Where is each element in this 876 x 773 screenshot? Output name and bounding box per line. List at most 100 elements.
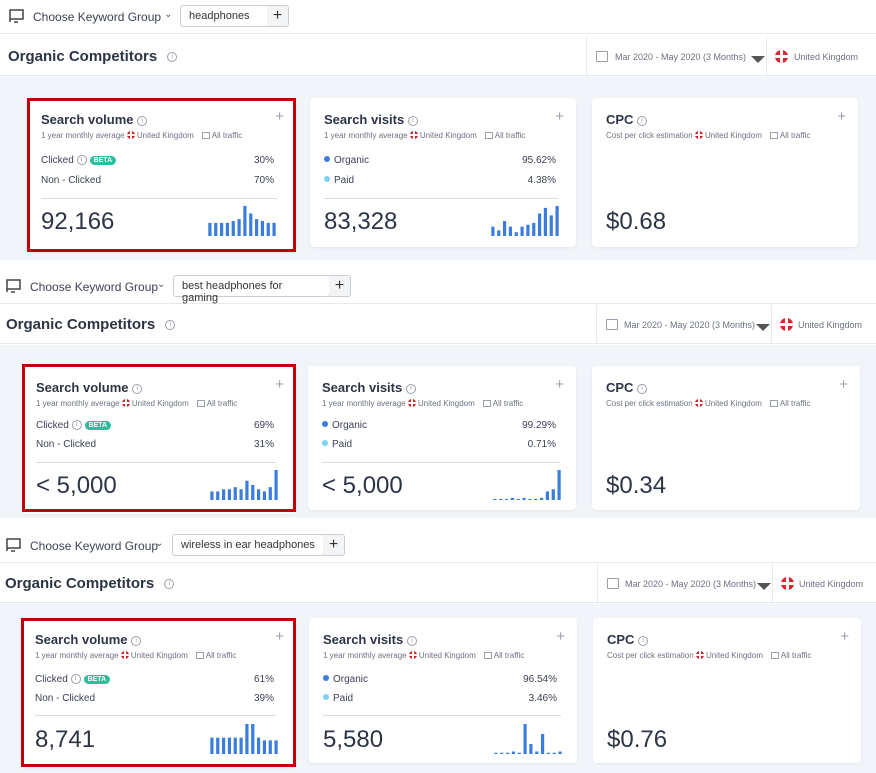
sparkline-bar <box>245 480 249 500</box>
info-icon[interactable]: i <box>637 115 648 126</box>
cards-area: Search volume i 1 year monthly average U… <box>0 77 876 260</box>
add-icon[interactable]: + <box>556 628 565 645</box>
country-selector[interactable]: United Kingdom <box>772 564 876 602</box>
sparkline-bar <box>221 737 226 754</box>
sparkline-bar <box>526 224 530 236</box>
info-icon[interactable]: i <box>407 115 418 126</box>
caret-down-icon <box>756 324 770 331</box>
sparkline-bar <box>502 221 507 236</box>
keyword-input[interactable]: wireless in ear headphones <box>172 534 324 556</box>
keyword-input[interactable]: headphones <box>180 5 268 27</box>
uk-flag-icon <box>126 131 135 139</box>
caret-down-icon <box>751 56 765 63</box>
info-icon[interactable]: i <box>406 635 417 646</box>
organic-value: 99.29% <box>522 420 556 431</box>
beta-badge: BETA <box>84 421 112 430</box>
date-range-picker[interactable]: Mar 2020 - May 2020 (3 Months) <box>597 564 772 602</box>
cpc-value: $0.76 <box>607 726 668 753</box>
info-icon[interactable]: i <box>70 674 81 685</box>
info-icon[interactable]: i <box>405 383 416 394</box>
paid-value: 3.46% <box>528 693 557 704</box>
sparkline-bar <box>510 497 515 500</box>
sparkline-bar <box>504 498 509 500</box>
date-range-picker[interactable]: Mar 2020 - May 2020 (3 Months) <box>596 305 771 343</box>
sparkline-bar <box>540 734 545 754</box>
organic-competitors-header: Organic Competitors i Mar 2020 - May 202… <box>0 37 876 76</box>
nonclicked-label: Non - Clicked <box>36 439 97 450</box>
uk-flag-icon <box>409 131 418 139</box>
sparkline-bar <box>208 222 212 236</box>
card-subtitle: 1 year monthly average United Kingdom All… <box>36 399 238 408</box>
nonclicked-value: 31% <box>253 439 274 450</box>
search-volume-sparkline <box>210 724 278 754</box>
search-visits-sparkline <box>493 470 561 500</box>
date-range-picker[interactable]: Mar 2020 - May 2020 (3 Months) <box>586 37 766 75</box>
chevron-down-icon[interactable]: ⌄ <box>155 538 164 549</box>
add-icon[interactable]: + <box>275 108 284 125</box>
sparkline-bar <box>239 737 243 754</box>
search-volume-card: Search volume i 1 year monthly average U… <box>21 618 296 767</box>
sparkline-bar <box>266 222 270 236</box>
beta-badge: BETA <box>89 156 117 165</box>
sparkline-bar <box>227 489 232 500</box>
add-keyword-button[interactable]: + <box>329 275 351 297</box>
sparkline-bar <box>256 737 261 754</box>
add-icon[interactable]: + <box>555 376 564 393</box>
nonclicked-value: 39% <box>253 693 274 704</box>
sparkline-bar <box>260 221 265 236</box>
section-2: Choose Keyword Group ⌄ best headphones f… <box>0 268 876 518</box>
divider <box>41 198 277 199</box>
add-keyword-button[interactable]: + <box>323 534 345 556</box>
info-icon[interactable]: i <box>137 115 148 126</box>
sparkline-bar <box>233 737 237 754</box>
sparkline-bar <box>272 222 276 236</box>
add-keyword-button[interactable]: + <box>267 5 289 27</box>
keyword-group-label: Choose Keyword Group <box>30 280 159 294</box>
info-icon[interactable]: i <box>165 320 176 331</box>
uk-flag-icon <box>407 399 416 407</box>
info-icon[interactable]: i <box>164 579 175 590</box>
add-icon[interactable]: + <box>275 628 284 645</box>
add-icon[interactable]: + <box>275 376 284 393</box>
sparkline-bar <box>254 219 259 236</box>
add-icon[interactable]: + <box>555 108 564 125</box>
country-selector[interactable]: United Kingdom <box>771 305 876 343</box>
card-subtitle: 1 year monthly average United Kingdom All… <box>41 131 243 140</box>
info-icon[interactable]: i <box>167 52 178 63</box>
sparkline-bar <box>225 222 230 236</box>
country-text: United Kingdom <box>798 320 863 330</box>
section-1: Choose Keyword Group ⌄ headphones + Orga… <box>0 0 876 260</box>
add-icon[interactable]: + <box>839 376 848 393</box>
search-visits-value: < 5,000 <box>322 472 403 499</box>
card-title: Search visits i <box>324 112 418 127</box>
chevron-down-icon[interactable]: ⌄ <box>157 279 166 290</box>
add-icon[interactable]: + <box>840 628 849 645</box>
info-icon[interactable]: i <box>638 635 649 646</box>
keyword-group-bar: Choose Keyword Group ⌄ wireless in ear h… <box>0 529 876 563</box>
card-subtitle: 1 year monthly average United Kingdom All… <box>35 651 237 660</box>
beta-badge: BETA <box>83 675 111 684</box>
uk-flag-icon <box>780 318 793 331</box>
info-icon[interactable]: i <box>76 155 87 166</box>
chevron-down-icon[interactable]: ⌄ <box>164 9 173 20</box>
sparkline-bar <box>535 751 539 754</box>
paid-value: 4.38% <box>527 175 556 186</box>
card-title: CPC i <box>606 112 648 127</box>
sparkline-bar <box>239 489 243 500</box>
info-icon[interactable]: i <box>71 420 82 431</box>
info-icon[interactable]: i <box>637 383 648 394</box>
search-volume-value: < 5,000 <box>36 472 117 499</box>
country-text: United Kingdom <box>794 52 859 62</box>
paid-label: Paid <box>324 175 354 186</box>
card-subtitle: 1 year monthly average United Kingdom All… <box>324 131 526 140</box>
info-icon[interactable]: i <box>131 635 142 646</box>
sparkline-bar <box>555 206 559 236</box>
keyword-input[interactable]: best headphones for gaming <box>173 275 330 304</box>
sparkline-bar <box>237 219 241 236</box>
add-icon[interactable]: + <box>837 108 846 125</box>
info-icon[interactable]: i <box>132 383 143 394</box>
nonclicked-label: Non - Clicked <box>35 693 96 704</box>
search-volume-value: 92,166 <box>41 208 115 235</box>
country-selector[interactable]: United Kingdom <box>766 37 876 75</box>
search-volume-card: Search volume i 1 year monthly average U… <box>22 366 296 514</box>
